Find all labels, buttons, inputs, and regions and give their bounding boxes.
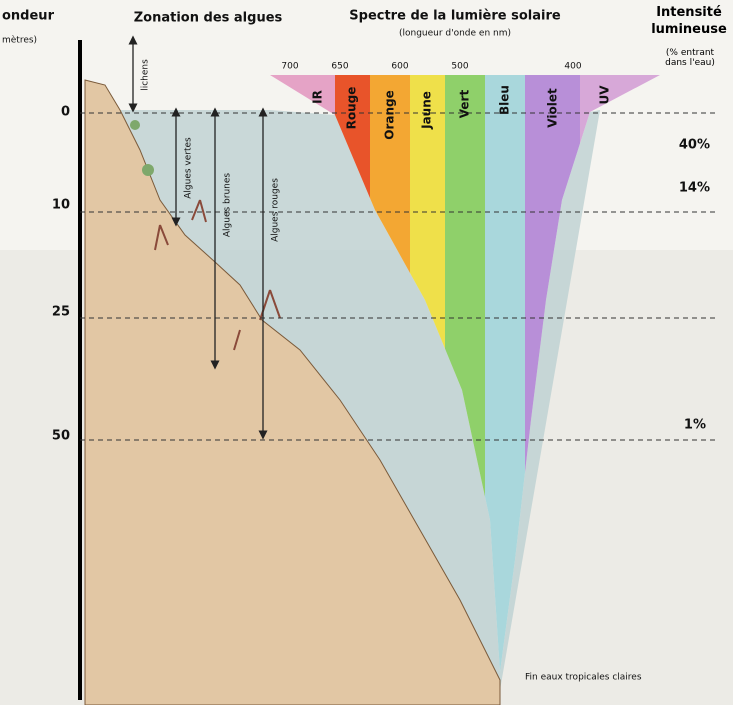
band-label: Violet (546, 88, 560, 128)
intensity-label: 1% (684, 418, 706, 433)
wavelength: 500 (451, 62, 468, 72)
spectrum-title: Spectre de la lumière solaire (349, 9, 561, 24)
depth-unit: mètres) (2, 35, 37, 46)
band-label: Rouge (345, 87, 359, 130)
depth-title: ondeur (2, 9, 55, 24)
band-label: UV (598, 85, 612, 105)
intensity-title: Intensité lumineuse (645, 4, 733, 38)
zone-label: lichens (141, 59, 151, 91)
depth-label: 50 (52, 429, 70, 444)
diagram: ondeur mètres) Zonation des algues Spect… (0, 0, 733, 705)
zone-label: Algues brunes (223, 173, 233, 238)
band-label: IR (311, 90, 325, 104)
intensity-subtitle-box: (% entrant dans l'eau) (655, 48, 725, 78)
zonation-title: Zonation des algues (134, 11, 283, 26)
zone-label: Algues rouges (271, 178, 281, 242)
intensity-subtitle: (% entrant dans l'eau) (655, 48, 725, 68)
band-label: Jaune (420, 91, 434, 130)
band-label: Orange (383, 90, 397, 140)
footer: Fin eaux tropicales claires (525, 673, 642, 683)
intensity-label: 14% (679, 181, 710, 196)
depth-label: 10 (52, 198, 70, 213)
band-label: Bleu (498, 85, 512, 115)
band-label: Vert (458, 90, 472, 119)
spectrum-subtitle: (longueur d'onde en nm) (399, 29, 511, 39)
intensity-label: 40% (679, 138, 710, 153)
wavelength: 400 (564, 62, 581, 72)
wavelength: 650 (331, 62, 348, 72)
wavelength: 600 (391, 62, 408, 72)
depth-label: 0 (61, 105, 70, 120)
zone-label: Algues vertes (184, 137, 194, 199)
wavelength: 700 (281, 62, 298, 72)
intensity-title-box: Intensité lumineuse (645, 4, 733, 44)
depth-label: 25 (52, 305, 70, 320)
